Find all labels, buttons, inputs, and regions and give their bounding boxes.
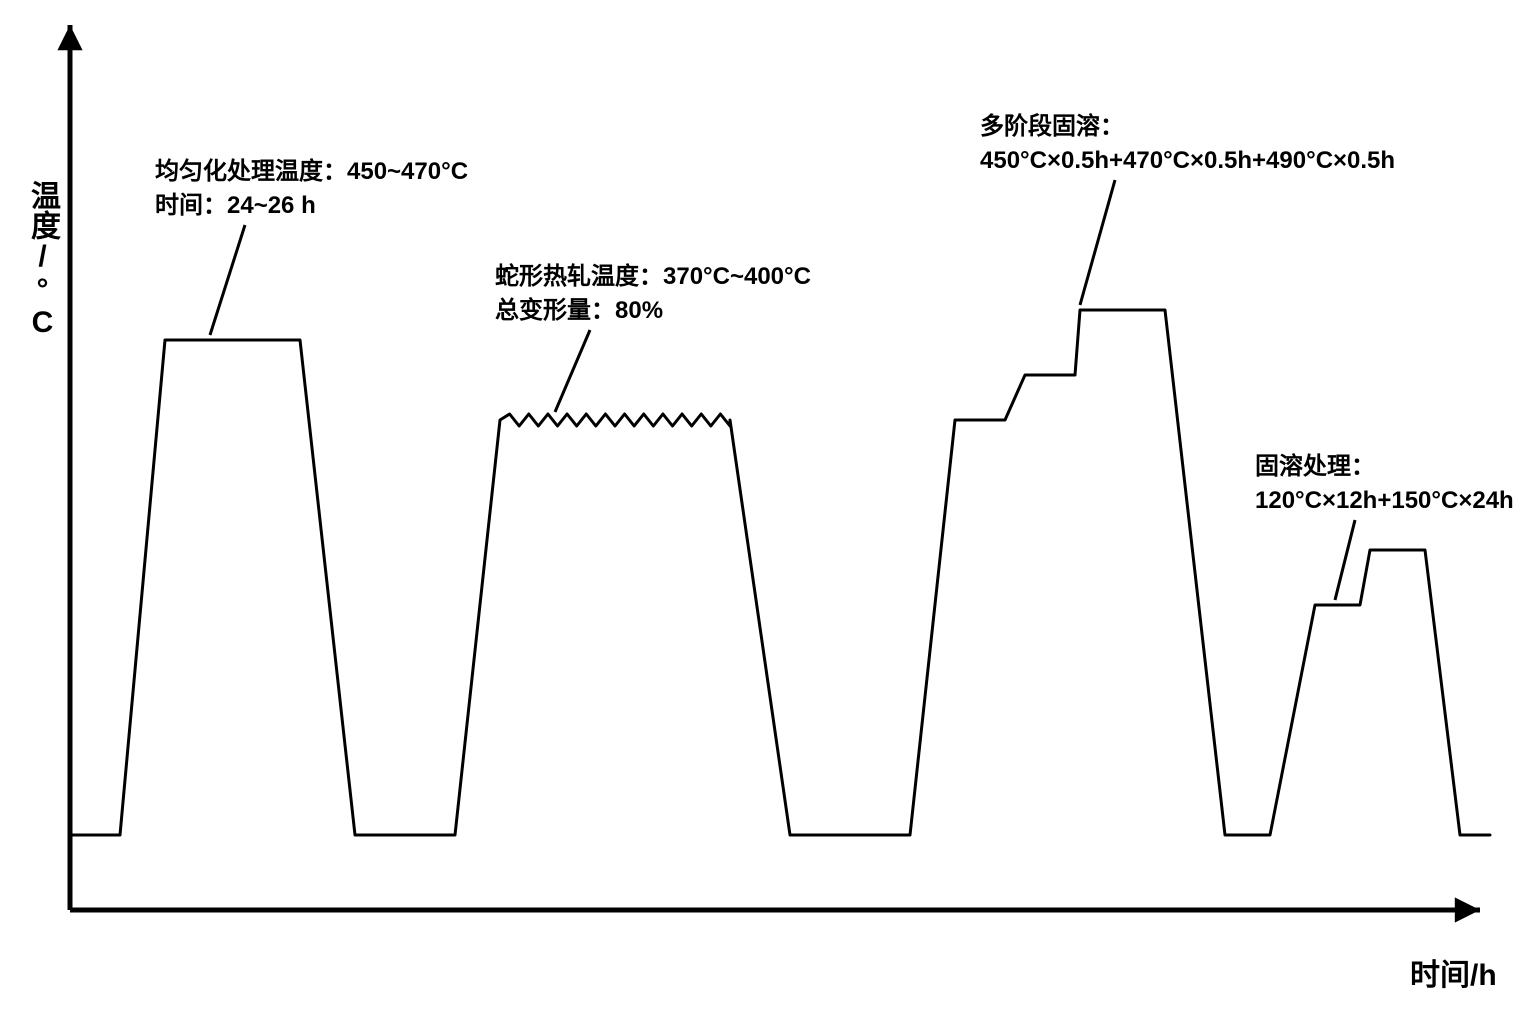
annotation-line: 总变形量：80%	[495, 294, 811, 328]
x-axis-label: 时间/h	[1410, 950, 1497, 994]
annotation-line: 时间：24~26 h	[155, 189, 468, 223]
annotation-line: 固溶处理：	[1255, 450, 1514, 484]
process-chart: 温度/°C 时间/h 均匀化处理温度：450~470°C时间：24~26 h 蛇形…	[0, 0, 1539, 1015]
annotation-solution-multistage: 多阶段固溶：450°C×0.5h+470°C×0.5h+490°C×0.5h	[980, 110, 1395, 177]
annotation-line: 多阶段固溶：	[980, 110, 1395, 144]
annotation-line: 120°C×12h+150°C×24h	[1255, 484, 1514, 518]
annotation-hot-rolling: 蛇形热轧温度：370°C~400°C总变形量：80%	[495, 260, 811, 327]
annotation-aging: 固溶处理：120°C×12h+150°C×24h	[1255, 450, 1514, 517]
y-axis-label: 温度/°C	[20, 180, 64, 339]
annotation-line: 均匀化处理温度：450~470°C	[155, 155, 468, 189]
annotation-line: 蛇形热轧温度：370°C~400°C	[495, 260, 811, 294]
annotation-homogenization: 均匀化处理温度：450~470°C时间：24~26 h	[155, 155, 468, 222]
annotation-line: 450°C×0.5h+470°C×0.5h+490°C×0.5h	[980, 144, 1395, 178]
